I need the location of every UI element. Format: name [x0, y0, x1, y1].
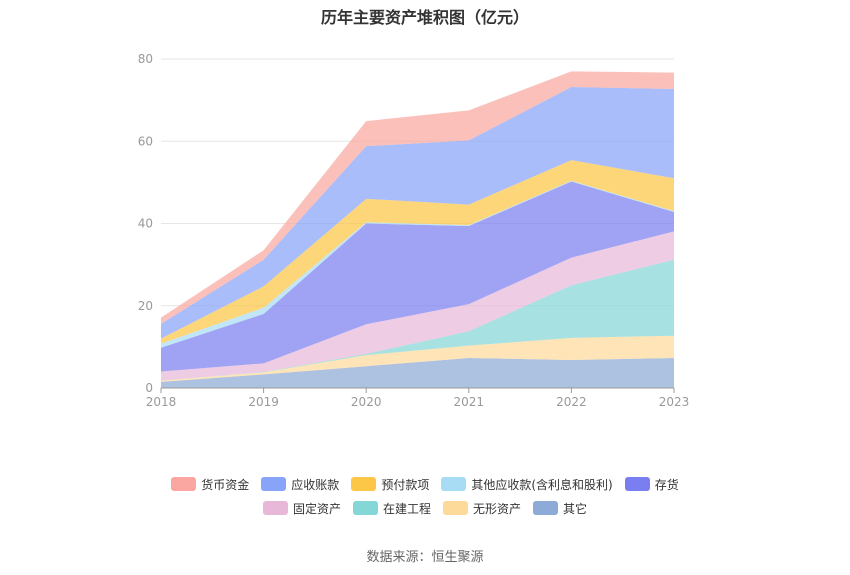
legend-swatch	[624, 477, 650, 491]
legend-label: 其他应收款(含利息和股利)	[471, 477, 613, 492]
legend-item[interactable]: 固定资产	[262, 500, 341, 517]
legend-swatch	[261, 477, 287, 491]
x-tick-label: 2020	[351, 395, 382, 409]
legend-swatch	[533, 501, 559, 515]
x-tick-label: 2023	[659, 395, 690, 409]
area-其它	[161, 357, 674, 388]
legend-item[interactable]: 其它	[533, 500, 587, 517]
legend-row: 货币资金 应收账款 预付款项 其他应收款(含利息和股利) 存货	[0, 472, 850, 496]
y-tick-label: 60	[138, 134, 153, 148]
area-固定资产	[161, 231, 674, 381]
legend-label: 存货	[654, 477, 679, 492]
axes: 0 20 40 60 80 2018 2019 2020 2021 2022 2023	[138, 52, 690, 409]
legend-item[interactable]: 存货	[624, 476, 679, 493]
legend-swatch	[171, 477, 197, 491]
legend-label: 固定资产	[292, 501, 341, 516]
legend-item[interactable]: 预付款项	[351, 476, 429, 493]
area-在建工程	[161, 259, 674, 381]
area-series	[161, 71, 674, 388]
legend: 货币资金 应收账款 预付款项 其他应收款(含利息和股利) 存货 固定资产 在建工程 无形资产…	[0, 472, 850, 520]
legend-label: 货币资金	[201, 477, 250, 492]
legend-swatch	[443, 501, 468, 515]
legend-item[interactable]: 应收账款	[261, 476, 339, 493]
legend-label: 在建工程	[382, 501, 431, 516]
area-存货	[161, 181, 674, 372]
chart-title: 历年主要资产堆积图（亿元）	[320, 8, 529, 27]
x-tick-label: 2022	[556, 395, 587, 409]
area-应收账款	[161, 86, 674, 339]
y-tick-label: 80	[138, 52, 153, 66]
area-预付款项	[161, 160, 674, 344]
y-tick-label: 20	[138, 299, 153, 313]
y-tick-label: 0	[145, 381, 153, 395]
legend-label: 预付款项	[381, 477, 430, 492]
x-tick-label: 2021	[454, 395, 485, 409]
stacked-area-chart: 0 20 40 60 80 2018 2019 2020 2021 2022 2023	[138, 52, 690, 409]
legend-swatch	[352, 501, 378, 515]
legend-item[interactable]: 货币资金	[171, 476, 249, 493]
legend-swatch	[351, 477, 377, 491]
area-货币资金	[161, 71, 674, 324]
legend-row: 固定资产 在建工程 无形资产 其它	[0, 496, 850, 520]
legend-item[interactable]: 在建工程	[352, 500, 431, 517]
x-tick-label: 2019	[248, 395, 279, 409]
legend-label: 应收账款	[291, 477, 340, 492]
legend-swatch	[262, 501, 288, 515]
y-tick-label: 40	[138, 217, 153, 231]
legend-label: 无形资产	[473, 501, 522, 516]
legend-item[interactable]: 其他应收款(含利息和股利)	[441, 476, 613, 493]
legend-swatch	[441, 477, 467, 491]
legend-item[interactable]: 无形资产	[443, 500, 521, 517]
x-tick-label: 2018	[146, 395, 177, 409]
source-note: 数据来源：恒生聚源	[366, 550, 484, 565]
legend-label: 其它	[563, 501, 588, 516]
area-无形资产	[161, 335, 674, 382]
